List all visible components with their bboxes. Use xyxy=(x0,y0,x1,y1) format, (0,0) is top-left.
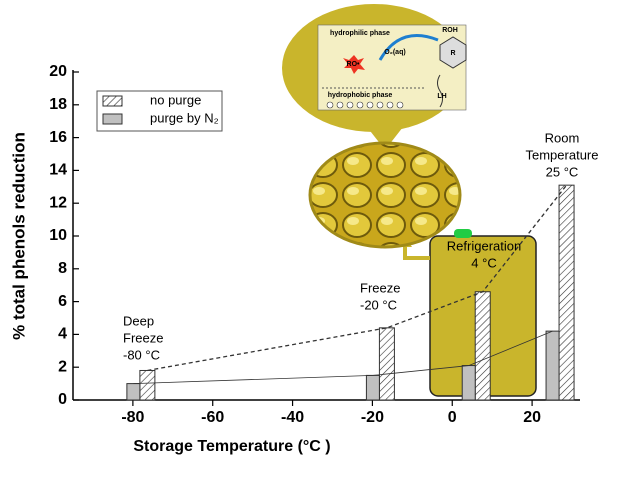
bottle-cap xyxy=(454,229,472,238)
annotation: Freeze xyxy=(123,330,163,345)
y-tick-label: 20 xyxy=(49,63,67,80)
y-tick-label: 10 xyxy=(49,227,67,244)
illustration-label: hydrophobic phase xyxy=(328,92,393,99)
annotation: 25 °C xyxy=(546,164,579,179)
annotation: Room xyxy=(545,130,580,145)
oxygen-arrow xyxy=(378,34,439,61)
illustration-label: LH xyxy=(437,93,446,100)
y-tick-label: 6 xyxy=(58,293,67,310)
illustration-label: O₂(aq) xyxy=(384,49,405,56)
trend-line xyxy=(147,184,568,372)
y-tick-label: 14 xyxy=(49,162,67,179)
bar xyxy=(461,365,476,401)
annotation: -20 °C xyxy=(360,297,397,312)
annotation: Freeze xyxy=(360,280,400,295)
radical xyxy=(343,55,365,74)
illustration-label: R xyxy=(450,50,455,57)
legend-label: no purge xyxy=(150,92,201,107)
y-tick-label: 18 xyxy=(49,96,67,113)
y-tick-label: 16 xyxy=(49,129,67,146)
cells xyxy=(308,141,462,249)
membrane-panel xyxy=(317,24,467,111)
bar xyxy=(474,291,491,401)
y-tick-label: 12 xyxy=(49,194,67,211)
lipid-chain xyxy=(437,74,443,108)
legend-swatch xyxy=(102,95,123,107)
illustration-label: ROH xyxy=(442,27,458,34)
legend: no purge purge by N₂ xyxy=(96,90,223,132)
annotation: Temperature xyxy=(526,147,599,162)
x-axis-title: Storage Temperature (°C ) xyxy=(133,438,330,455)
illustration-label: hydrophilic phase xyxy=(330,30,390,37)
bar xyxy=(365,374,380,401)
x-tick-label: 20 xyxy=(523,409,541,426)
legend-swatch xyxy=(102,113,123,125)
bar xyxy=(378,327,395,401)
annotation: Refrigeration xyxy=(447,238,521,253)
x-tick-label: 0 xyxy=(448,409,457,426)
x-tick-label: -80 xyxy=(121,409,144,426)
illustration xyxy=(282,4,537,397)
bar xyxy=(545,330,560,401)
bar xyxy=(139,369,156,401)
annotation: Deep xyxy=(123,313,154,328)
trend-line xyxy=(133,330,553,384)
legend-label: purge by N₂ xyxy=(150,110,219,125)
y-tick-label: 0 xyxy=(58,391,67,408)
y-tick-label: 4 xyxy=(58,326,67,343)
illustration-label: RO• xyxy=(347,61,361,68)
annotation: -80 °C xyxy=(123,347,160,362)
y-tick-label: 8 xyxy=(58,260,67,277)
y-tick-label: 2 xyxy=(58,358,67,375)
phenol-ring xyxy=(439,36,467,69)
bar xyxy=(126,383,141,401)
annotation: 4 °C xyxy=(471,255,496,270)
y-axis-title: % total phenols reduction xyxy=(9,132,28,340)
x-tick-label: -20 xyxy=(361,409,384,426)
bar xyxy=(558,184,575,401)
arrow xyxy=(403,245,430,260)
x-tick-label: -60 xyxy=(201,409,224,426)
x-tick-label: -40 xyxy=(281,409,304,426)
